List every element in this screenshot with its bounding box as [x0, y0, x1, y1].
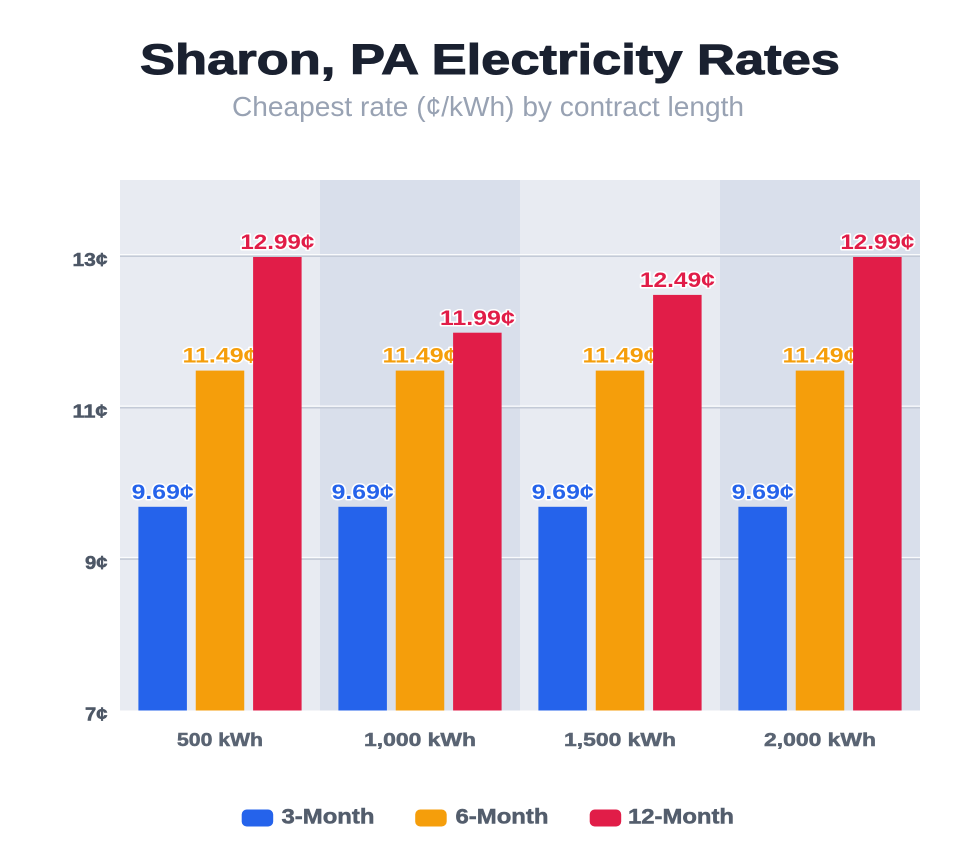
svg-text:11.49¢: 11.49¢ — [383, 345, 458, 368]
svg-text:9.69¢: 9.69¢ — [332, 481, 394, 504]
svg-text:12.49¢: 12.49¢ — [640, 269, 715, 292]
svg-text:3-Month: 3-Month — [282, 806, 375, 829]
svg-text:11.49¢: 11.49¢ — [783, 345, 858, 368]
svg-text:9.69¢: 9.69¢ — [532, 481, 594, 504]
svg-text:9¢: 9¢ — [85, 553, 108, 573]
svg-text:11.49¢: 11.49¢ — [183, 345, 258, 368]
svg-text:7¢: 7¢ — [85, 704, 108, 724]
svg-text:2,000 kWh: 2,000 kWh — [764, 730, 876, 750]
svg-text:Sharon, PA Electricity Rates: Sharon, PA Electricity Rates — [140, 36, 840, 84]
svg-text:1,000 kWh: 1,000 kWh — [364, 730, 476, 750]
svg-text:9.69¢: 9.69¢ — [132, 481, 194, 504]
svg-text:500 kWh: 500 kWh — [177, 730, 263, 750]
svg-text:9.69¢: 9.69¢ — [732, 481, 794, 504]
svg-text:13¢: 13¢ — [73, 250, 108, 270]
svg-text:11.99¢: 11.99¢ — [440, 307, 515, 330]
svg-text:11.49¢: 11.49¢ — [583, 345, 658, 368]
svg-text:12.99¢: 12.99¢ — [240, 231, 314, 254]
svg-text:11¢: 11¢ — [73, 402, 108, 422]
svg-text:Cheapest rate (¢/kWh) by contr: Cheapest rate (¢/kWh) by contract length — [232, 91, 744, 122]
svg-text:6-Month: 6-Month — [456, 806, 549, 829]
svg-text:1,500 kWh: 1,500 kWh — [564, 730, 676, 750]
svg-text:12-Month: 12-Month — [628, 806, 734, 829]
svg-text:12.99¢: 12.99¢ — [840, 231, 914, 254]
